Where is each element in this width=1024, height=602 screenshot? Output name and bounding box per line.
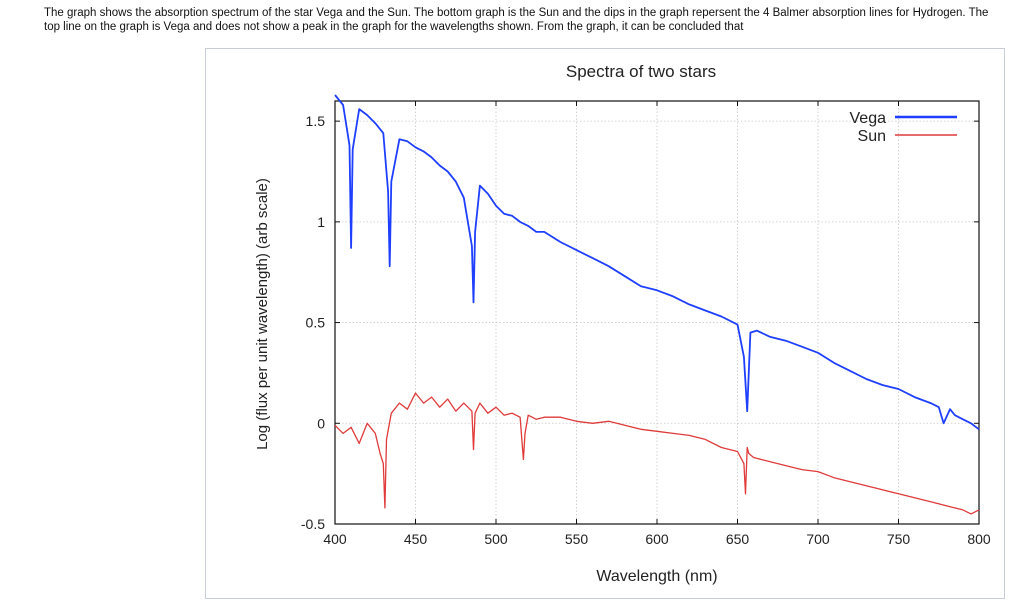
chart-title: Spectra of two stars <box>566 62 716 81</box>
x-tick-label: 750 <box>887 531 911 547</box>
x-tick-label: 500 <box>484 531 508 547</box>
x-tick-label: 800 <box>967 531 991 547</box>
x-tick-label: 700 <box>806 531 830 547</box>
y-tick-label: 0 <box>317 415 325 431</box>
legend-label-vega: Vega <box>850 110 887 127</box>
spectra-chart: Spectra of two stars 400 450 500 550 600 650 7… <box>254 62 991 585</box>
x-tick-label: 650 <box>726 531 750 547</box>
x-tick-label: 400 <box>323 531 347 547</box>
legend-label-sun: Sun <box>858 128 886 145</box>
y-axis-label: Log (flux per unit wavelength) (arb scal… <box>254 178 271 450</box>
axis-ticks: 400 450 500 550 600 650 700 750 800 -0.5 0 0.5 1 1.5 <box>301 101 991 547</box>
x-axis-label: Wavelength (nm) <box>596 568 717 585</box>
x-tick-label: 450 <box>404 531 428 547</box>
legend: Vega Sun <box>850 110 957 145</box>
question-text: The graph shows the absorption spectrum … <box>44 7 989 33</box>
y-tick-label: -0.5 <box>301 516 325 532</box>
series-line-sun <box>334 392 980 515</box>
y-tick-label: 1.5 <box>306 113 326 129</box>
x-tick-label: 600 <box>645 531 669 547</box>
x-tick-label: 550 <box>565 531 589 547</box>
y-tick-label: 1 <box>317 214 325 230</box>
series-line-vega <box>334 94 980 431</box>
y-tick-label: 0.5 <box>306 315 326 331</box>
series-layer <box>334 94 980 515</box>
